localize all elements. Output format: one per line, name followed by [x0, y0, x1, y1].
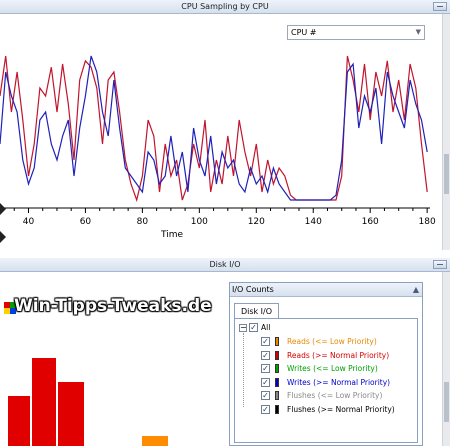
- x-tick-label: 80: [137, 217, 149, 227]
- series-color-swatch: [275, 350, 279, 360]
- cpu-sampling-chart: 40 60 80 100 120 140 160 180 Time: [0, 55, 436, 240]
- checkbox-io-item[interactable]: ✓: [261, 391, 270, 400]
- disk-io-bar: [8, 396, 30, 446]
- disk-panel-title-text: Disk I/O: [209, 260, 241, 269]
- checkbox-io-item[interactable]: ✓: [261, 377, 270, 387]
- x-tick-label: 100: [191, 217, 208, 227]
- chevron-down-icon: ▼: [415, 28, 421, 36]
- io-counts-tree: − ✓ All ✓ Reads (<= Low Priority) ✓ Reads (…: [234, 318, 418, 443]
- cpu-dropdown[interactable]: CPU # ▼: [287, 25, 425, 40]
- io-item-label: Flushes (>= Normal Priority): [287, 404, 395, 414]
- disk-io-bar: [32, 358, 56, 446]
- tree-label-all: All: [261, 323, 271, 332]
- cpu-chart-scrollbar[interactable]: [442, 14, 450, 250]
- x-axis-label: Time: [160, 230, 183, 240]
- x-tick-label: 40: [23, 217, 35, 227]
- x-tick-label: 160: [362, 217, 379, 227]
- x-tick-label: 180: [419, 217, 436, 227]
- disk-io-bar: [142, 436, 168, 446]
- io-counts-title: I/O Counts: [232, 285, 274, 294]
- tab-disk-io[interactable]: Disk I/O: [234, 303, 279, 318]
- disk-panel-title: Disk I/O: [0, 258, 450, 272]
- series-color-swatch: [275, 337, 279, 346]
- x-tick-label: 60: [80, 217, 92, 227]
- left-arrow-icon: [0, 231, 6, 243]
- io-item-label: Flushes (<= Low Priority): [287, 391, 383, 400]
- checkbox-all[interactable]: ✓: [249, 323, 258, 332]
- series-line-red: [0, 55, 428, 203]
- watermark-text: Win-Tipps-Tweaks.de: [14, 296, 212, 316]
- series-color-swatch: [275, 364, 279, 373]
- cpu-scroll-thumb[interactable]: [444, 154, 449, 194]
- disk-scroll-thumb[interactable]: [444, 382, 449, 422]
- left-arrow-icon: [0, 203, 6, 215]
- cpu-panel-title-text: CPU Sampling by CPU: [181, 2, 269, 11]
- disk-panel-collapse-button[interactable]: [433, 260, 447, 269]
- series-color-swatch: [275, 377, 279, 387]
- checkbox-io-item[interactable]: ✓: [261, 404, 270, 414]
- cpu-panel-title: CPU Sampling by CPU: [0, 0, 450, 14]
- io-item-label: Reads (>= Normal Priority): [287, 350, 390, 360]
- x-tick-label: 120: [248, 217, 265, 227]
- disk-io-bar: [58, 382, 84, 446]
- checkbox-io-item[interactable]: ✓: [261, 364, 270, 373]
- io-counts-header: I/O Counts ▲: [230, 283, 422, 297]
- checkbox-io-item[interactable]: ✓: [261, 337, 270, 346]
- io-item-label: Writes (<= Low Priority): [287, 364, 378, 373]
- tree-connector: [243, 333, 244, 407]
- series-line-blue: [0, 55, 428, 201]
- chevron-up-icon[interactable]: ▲: [412, 285, 419, 294]
- io-item-label: Reads (<= Low Priority): [287, 337, 377, 346]
- series-color-swatch: [275, 404, 279, 414]
- series-color-swatch: [275, 391, 279, 400]
- checkbox-io-item[interactable]: ✓: [261, 350, 270, 360]
- watermark-logo: [4, 302, 16, 314]
- cpu-panel-collapse-button[interactable]: [433, 2, 447, 11]
- io-counts-panel: I/O Counts ▲ Disk I/O − ✓ All ✓ Reads (<=…: [229, 282, 423, 446]
- disk-panel-scrollbar[interactable]: [442, 272, 450, 446]
- cpu-dropdown-label: CPU #: [291, 28, 317, 37]
- tree-collapse-toggle[interactable]: −: [239, 323, 247, 332]
- io-item-label: Writes (>= Normal Priority): [287, 377, 391, 387]
- x-tick-label: 140: [305, 217, 322, 227]
